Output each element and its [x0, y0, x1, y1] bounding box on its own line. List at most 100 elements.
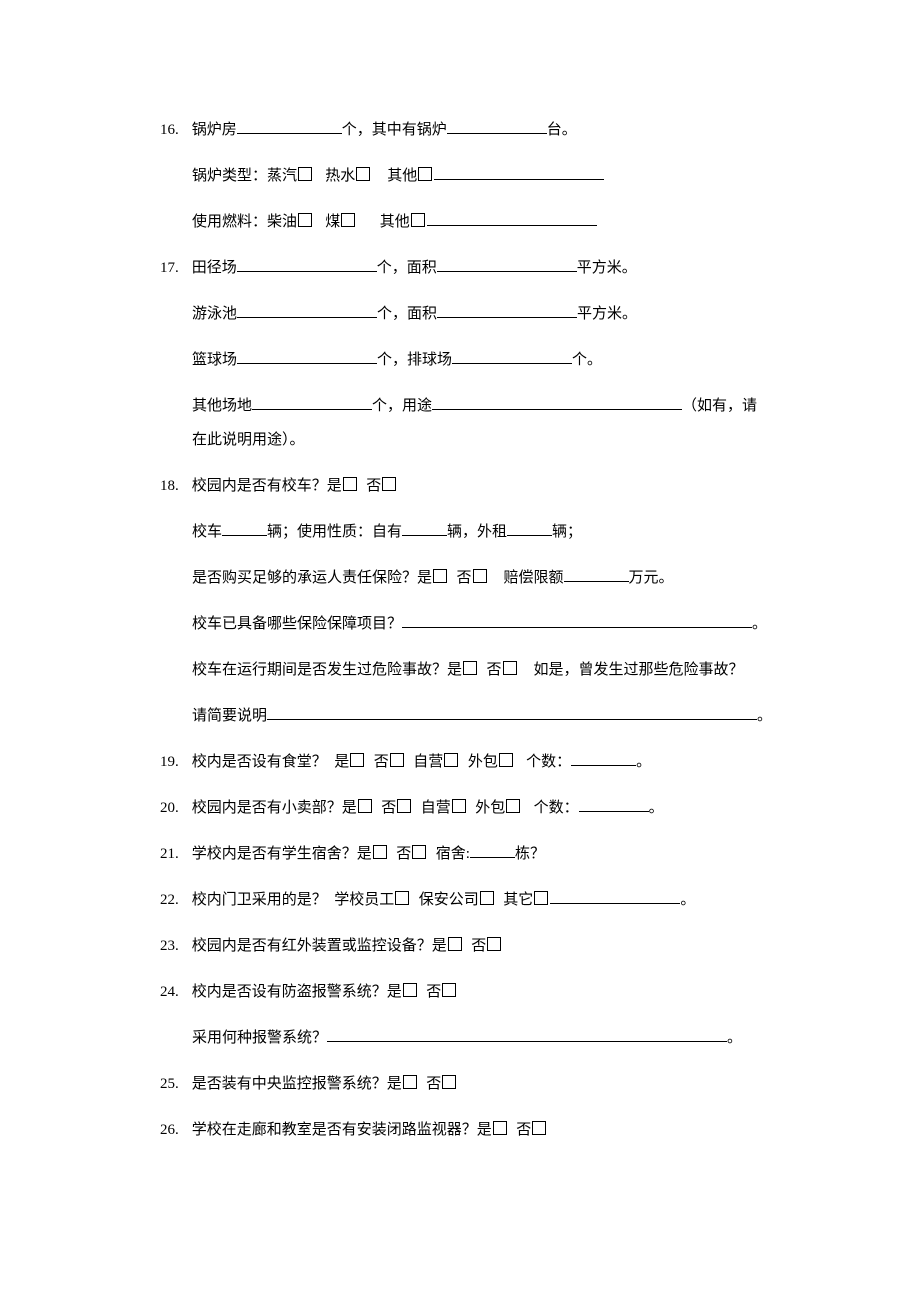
q19-q: 校内是否设有食堂？ — [192, 754, 327, 770]
checkbox[interactable] — [395, 891, 409, 905]
q17-b2: 个，排球场 — [377, 352, 452, 368]
checkbox[interactable] — [343, 477, 357, 491]
dorm: 宿舍: — [436, 846, 470, 862]
opt-other: 其他 — [380, 214, 410, 230]
checkbox[interactable] — [499, 753, 513, 767]
q17-o1: 其他场地 — [192, 398, 252, 414]
checkbox[interactable] — [397, 799, 411, 813]
blank[interactable] — [571, 749, 636, 767]
checkbox[interactable] — [448, 937, 462, 951]
q17-b1: 篮球场 — [192, 352, 237, 368]
q24-q: 校内是否设有防盗报警系统？是 — [192, 984, 402, 1000]
q18-b1: 校车 — [192, 524, 222, 540]
q18-a1: 校车在运行期间是否发生过危险事故？是 — [192, 662, 462, 678]
q16-fuel: 使用燃料：柴油 煤 其他 — [160, 207, 790, 237]
checkbox[interactable] — [358, 799, 372, 813]
checkbox[interactable] — [503, 661, 517, 675]
q24-sys: 采用何种报警系统？。 — [160, 1023, 790, 1053]
blank[interactable] — [447, 117, 547, 135]
q17-p2: 个，面积 — [377, 306, 437, 322]
checkbox[interactable] — [411, 213, 425, 227]
q17-o3: （如有，请 — [682, 398, 757, 414]
yes: 是 — [334, 754, 349, 770]
opt-coal: 煤 — [325, 214, 340, 230]
checkbox[interactable] — [532, 1121, 546, 1135]
checkbox[interactable] — [452, 799, 466, 813]
blank[interactable] — [437, 255, 577, 273]
blank[interactable] — [237, 347, 377, 365]
checkbox[interactable] — [463, 661, 477, 675]
blank[interactable] — [267, 703, 757, 721]
blank[interactable] — [437, 301, 577, 319]
opt-other: 其他 — [387, 168, 417, 184]
checkbox[interactable] — [534, 891, 548, 905]
checkbox[interactable] — [356, 167, 370, 181]
checkbox[interactable] — [382, 477, 396, 491]
blank[interactable] — [402, 611, 752, 629]
checkbox[interactable] — [403, 1075, 417, 1089]
period: 。 — [680, 892, 695, 908]
q18-proj: 校车已具备哪些保险保障项目？。 — [160, 609, 790, 639]
q18-b4: 辆； — [552, 524, 582, 540]
q17-o4: 在此说明用途）。 — [192, 432, 305, 448]
opt-steam: 蒸汽 — [267, 168, 297, 184]
checkbox[interactable] — [487, 937, 501, 951]
q16-t1: 锅炉房 — [192, 122, 237, 138]
checkbox[interactable] — [298, 167, 312, 181]
checkbox[interactable] — [373, 845, 387, 859]
checkbox[interactable] — [473, 569, 487, 583]
checkbox[interactable] — [506, 799, 520, 813]
q18-i1: 是否购买足够的承运人责任保险？是 — [192, 570, 432, 586]
blank[interactable] — [452, 347, 572, 365]
q16-num: 16. — [160, 115, 188, 145]
q17-t3: 平方米。 — [577, 260, 637, 276]
checkbox[interactable] — [433, 569, 447, 583]
period: 。 — [636, 754, 651, 770]
q17-b3: 个。 — [572, 352, 602, 368]
blank[interactable] — [564, 565, 629, 583]
checkbox[interactable] — [442, 1075, 456, 1089]
q18-a2: 否 — [487, 662, 502, 678]
q18-i2: 否 — [457, 570, 472, 586]
blank[interactable] — [237, 255, 377, 273]
blank[interactable] — [550, 887, 680, 905]
blank[interactable] — [237, 301, 377, 319]
checkbox[interactable] — [442, 983, 456, 997]
checkbox[interactable] — [444, 753, 458, 767]
q17-other2: 在此说明用途）。 — [160, 425, 790, 455]
unit: 栋？ — [515, 846, 545, 862]
q26: 26. 学校在走廊和教室是否有安装闭路监视器？是 否 — [160, 1115, 790, 1145]
checkbox[interactable] — [412, 845, 426, 859]
q17-p3: 平方米。 — [577, 306, 637, 322]
self: 自营 — [413, 754, 443, 770]
q18-num: 18. — [160, 471, 188, 501]
q16-type: 锅炉类型：蒸汽 热水 其他 — [160, 161, 790, 191]
checkbox[interactable] — [418, 167, 432, 181]
checkbox[interactable] — [341, 213, 355, 227]
q24-s: 采用何种报警系统？ — [192, 1030, 327, 1046]
blank[interactable] — [252, 393, 372, 411]
q18-bus: 校车辆；使用性质：自有辆，外租辆； — [160, 517, 790, 547]
blank[interactable] — [222, 519, 267, 537]
q16-fuel-label: 使用燃料： — [192, 214, 267, 230]
q23-num: 23. — [160, 931, 188, 961]
checkbox[interactable] — [480, 891, 494, 905]
q22-q: 校内门卫采用的是？ — [192, 892, 327, 908]
blank[interactable] — [470, 841, 515, 859]
q18-a3: 如是，曾发生过那些危险事故？ — [534, 662, 744, 678]
checkbox[interactable] — [350, 753, 364, 767]
blank[interactable] — [507, 519, 552, 537]
blank[interactable] — [427, 209, 597, 227]
blank[interactable] — [402, 519, 447, 537]
no: 否 — [426, 984, 441, 1000]
blank[interactable] — [434, 163, 604, 181]
blank[interactable] — [579, 795, 649, 813]
checkbox[interactable] — [493, 1121, 507, 1135]
checkbox[interactable] — [403, 983, 417, 997]
blank[interactable] — [237, 117, 342, 135]
q18-q: 18. 校园内是否有校车？是 否 — [160, 471, 790, 501]
blank[interactable] — [327, 1025, 727, 1043]
checkbox[interactable] — [298, 213, 312, 227]
blank[interactable] — [432, 393, 682, 411]
checkbox[interactable] — [390, 753, 404, 767]
